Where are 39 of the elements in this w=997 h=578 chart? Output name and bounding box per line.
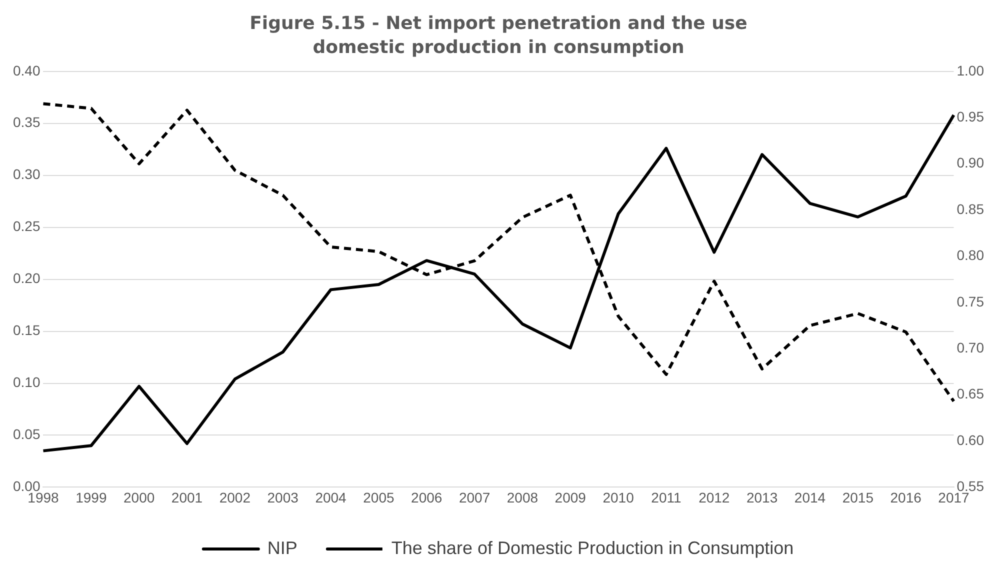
y-tick-label: 0.30 bbox=[13, 166, 40, 182]
y-tick-label: 0.35 bbox=[13, 114, 40, 130]
x-tick-label: 2001 bbox=[171, 489, 203, 506]
y2-tick-label: 0.60 bbox=[956, 432, 984, 448]
x-tick-label: 2008 bbox=[506, 489, 538, 506]
legend-label: NIP bbox=[267, 538, 298, 558]
y-tick-label: 0.10 bbox=[13, 374, 40, 390]
y-tick-label: 0.15 bbox=[13, 322, 40, 338]
x-tick-label: 2014 bbox=[794, 489, 826, 506]
x-tick-label: 2000 bbox=[124, 489, 155, 506]
x-tick-label: 2006 bbox=[411, 489, 442, 506]
x-tick-label: 2015 bbox=[842, 489, 874, 506]
y-tick-label: 0.05 bbox=[13, 426, 40, 442]
y2-tick-label: 1.00 bbox=[956, 62, 984, 78]
x-tick-label: 2003 bbox=[267, 489, 299, 506]
x-tick-label: 2010 bbox=[602, 489, 634, 506]
y-tick-label: 0.20 bbox=[13, 270, 40, 286]
y2-tick-label: 0.70 bbox=[956, 339, 984, 356]
x-tick-label: 2012 bbox=[698, 489, 730, 506]
legend-label: The share of Domestic Production in Consumption bbox=[391, 538, 794, 558]
y-tick-label: 0.25 bbox=[13, 218, 40, 234]
y-tick-label: 0.40 bbox=[13, 62, 40, 78]
y2-tick-label: 0.55 bbox=[956, 478, 984, 494]
x-tick-label: 2009 bbox=[554, 489, 586, 506]
x-tick-label: 2002 bbox=[219, 489, 251, 506]
y2-tick-label: 0.80 bbox=[956, 247, 984, 264]
x-tick-label: 2005 bbox=[363, 489, 394, 506]
y2-tick-label: 0.65 bbox=[956, 386, 984, 402]
x-tick-label: 2013 bbox=[746, 489, 778, 506]
x-tick-label: 2004 bbox=[315, 489, 347, 506]
x-tick-label: 2011 bbox=[651, 489, 682, 506]
x-tick-label: 1999 bbox=[76, 489, 107, 506]
y2-tick-label: 0.90 bbox=[956, 154, 984, 171]
x-tick-label: 2007 bbox=[458, 489, 490, 506]
y2-tick-label: 0.95 bbox=[956, 108, 984, 124]
y2-tick-label: 0.75 bbox=[956, 293, 984, 310]
y2-tick-label: 0.85 bbox=[956, 200, 984, 217]
x-tick-label: 2016 bbox=[890, 489, 922, 506]
chart-title: Figure 5.15 - Net import penetration and the use domestic production in consumption bbox=[248, 12, 748, 60]
